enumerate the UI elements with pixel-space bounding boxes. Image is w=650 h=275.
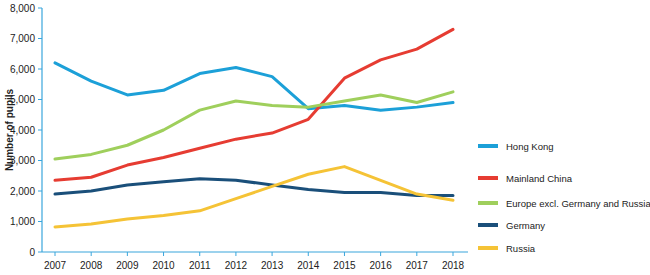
chart: 01,0002,0003,0004,0005,0006,0007,0008,00…: [0, 0, 650, 275]
x-tick-label: 2017: [406, 260, 429, 271]
legend-label: Hong Kong: [506, 141, 554, 152]
x-tick-label: 2014: [297, 260, 320, 271]
x-tick-label: 2011: [189, 260, 211, 271]
y-tick-label: 2,000: [10, 186, 35, 197]
y-axis-label: Number of pupils: [4, 88, 15, 171]
x-tick-label: 2018: [442, 260, 465, 271]
series-line: [55, 167, 453, 227]
x-tick: [272, 252, 273, 256]
x-tick: [91, 252, 92, 256]
legend-swatch: [478, 144, 498, 148]
x-tick: [163, 252, 164, 256]
y-axis: [41, 8, 42, 252]
legend-swatch: [478, 201, 498, 205]
x-tick: [416, 252, 417, 256]
x-tick-label: 2008: [80, 260, 103, 271]
x-axis: [42, 251, 468, 252]
series-line: [55, 92, 453, 159]
x-tick-label: 2007: [44, 260, 67, 271]
x-tick: [453, 252, 454, 256]
y-tick-label: 1,000: [10, 216, 35, 227]
legend-swatch: [478, 176, 498, 180]
x-tick: [344, 252, 345, 256]
x-tick: [235, 252, 236, 256]
y-tick-label: 8,000: [10, 3, 35, 14]
legend-label: Germany: [506, 220, 545, 231]
x-tick: [127, 252, 128, 256]
legend-swatch: [478, 223, 498, 227]
legend-label: Mainland China: [506, 173, 573, 184]
x-tick-label: 2010: [152, 260, 175, 271]
x-tick: [380, 252, 381, 256]
x-tick: [199, 252, 200, 256]
x-tick-label: 2015: [333, 260, 356, 271]
y-tick-label: 0: [29, 247, 35, 258]
x-tick-label: 2009: [116, 260, 139, 271]
x-tick-label: 2013: [261, 260, 284, 271]
legend-label: Russia: [506, 243, 536, 254]
plot-area: [55, 29, 453, 227]
y-tick-label: 7,000: [10, 33, 35, 44]
x-tick: [55, 252, 56, 256]
x-tick: [308, 252, 309, 256]
y-tick-label: 6,000: [10, 64, 35, 75]
x-tick-label: 2016: [370, 260, 393, 271]
series-line: [55, 29, 453, 180]
legend-label: Europe excl. Germany and Russia: [506, 198, 650, 209]
legend-swatch: [478, 246, 498, 250]
x-tick-label: 2012: [225, 260, 248, 271]
